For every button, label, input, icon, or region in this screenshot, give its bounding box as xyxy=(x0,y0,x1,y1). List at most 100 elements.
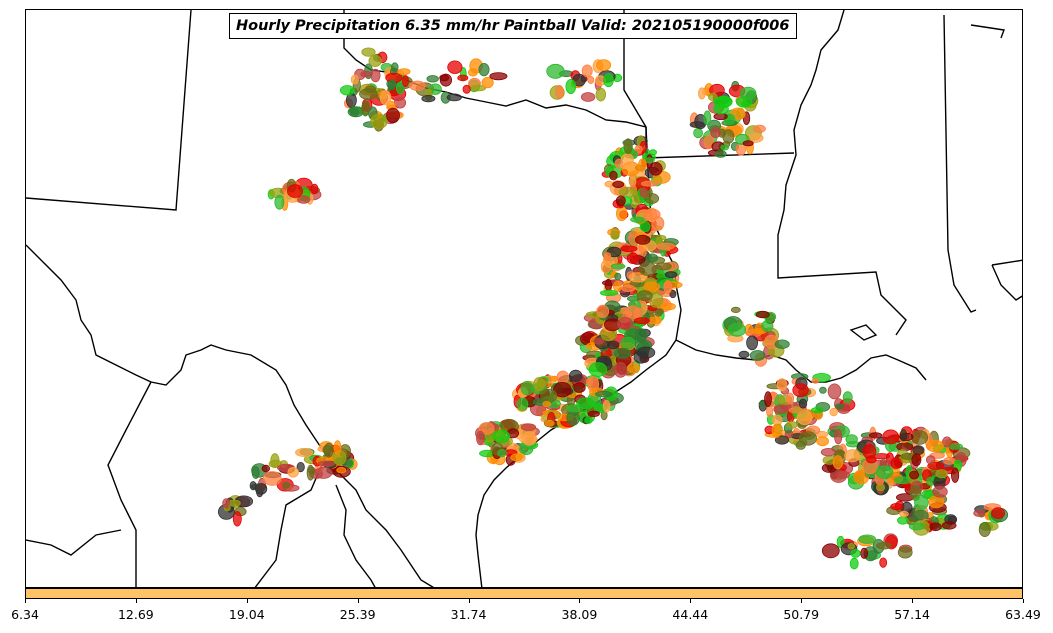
precip-paintball xyxy=(314,466,333,479)
precip-paintball xyxy=(875,465,894,480)
precip-paintball xyxy=(270,453,280,469)
precip-paintball xyxy=(497,448,507,458)
precip-paintball xyxy=(393,97,407,109)
precip-paintball xyxy=(827,383,842,400)
map-canvas xyxy=(26,10,1022,587)
precip-paintball xyxy=(868,432,883,439)
precip-paintball xyxy=(544,419,555,427)
precip-paintball xyxy=(586,377,594,386)
precip-paintball xyxy=(660,302,676,311)
precip-paintball xyxy=(829,407,838,417)
map-title: Hourly Precipitation 6.35 mm/hr Paintbal… xyxy=(229,13,797,39)
precip-paintball xyxy=(664,271,678,279)
state-border-mississippi-alabama xyxy=(943,14,977,313)
precip-paintball xyxy=(703,134,715,150)
precip-paintball xyxy=(991,507,1005,519)
colorbar-tick-label: 31.74 xyxy=(450,607,487,622)
precip-paintball xyxy=(774,435,790,445)
precip-paintball xyxy=(714,150,727,158)
precip-paintball xyxy=(402,75,409,88)
colorbar-tick xyxy=(247,599,248,603)
precip-paintball xyxy=(634,328,648,342)
precip-paintball xyxy=(603,73,614,88)
precip-paintball xyxy=(742,140,754,147)
precip-paintball xyxy=(516,397,529,411)
precip-paintball xyxy=(792,383,809,398)
colorbar-tick-label: 44.44 xyxy=(672,607,709,622)
precip-paintball xyxy=(912,445,925,456)
state-border-alabama-georgia xyxy=(970,24,1005,39)
precip-paintball xyxy=(925,455,936,465)
colorbar-tick-label: 19.04 xyxy=(228,607,265,622)
precip-paintball xyxy=(492,429,510,444)
precip-paintball xyxy=(387,79,396,90)
precip-paintball xyxy=(593,337,605,345)
precip-paintball xyxy=(866,456,877,464)
precip-paintball xyxy=(470,84,487,92)
precip-paintball xyxy=(899,429,908,442)
precip-paintball xyxy=(481,77,494,89)
precip-paintball xyxy=(630,216,645,223)
precip-paintball xyxy=(261,464,270,473)
precip-paintball xyxy=(663,279,673,294)
precip-paintball xyxy=(860,547,869,559)
precip-paintball xyxy=(251,466,260,479)
precip-paintball xyxy=(617,316,634,330)
colorbar-tick xyxy=(690,599,691,603)
precip-paintball xyxy=(649,149,657,156)
precip-paintball xyxy=(636,290,653,302)
precip-paintball xyxy=(573,382,586,393)
precip-paintball xyxy=(909,470,920,480)
precip-paintball xyxy=(232,511,242,527)
precip-paintball xyxy=(596,304,610,318)
colorbar-tick xyxy=(358,599,359,603)
precip-paintball xyxy=(620,153,634,165)
precip-paintball xyxy=(842,391,853,404)
precip-paintball xyxy=(835,470,850,479)
precip-paintball xyxy=(626,252,639,265)
precip-paintball xyxy=(908,522,925,531)
precip-paintball xyxy=(894,476,911,485)
colorbar-tick-label: 50.79 xyxy=(783,607,820,622)
precip-paintball xyxy=(654,308,664,315)
precip-paintball xyxy=(899,510,909,518)
precip-paintball xyxy=(950,467,960,483)
precip-paintball xyxy=(926,439,944,453)
precip-paintball xyxy=(785,421,798,429)
precip-paintball xyxy=(698,87,706,100)
precip-paintball xyxy=(386,107,400,124)
precip-paintball xyxy=(409,80,426,92)
precip-paintball xyxy=(648,162,663,176)
precip-paintball xyxy=(556,370,570,384)
precip-paintball xyxy=(669,289,677,299)
coast-florida xyxy=(991,259,1022,301)
precip-paintball xyxy=(655,262,672,271)
precip-paintball xyxy=(844,449,860,463)
precip-paintball xyxy=(447,60,463,74)
precip-paintball xyxy=(540,388,558,404)
precip-paintball xyxy=(489,72,508,81)
precip-paintball xyxy=(603,252,612,262)
precip-paintball xyxy=(520,380,535,396)
colorbar-tick xyxy=(579,599,580,603)
colorbar-tick-label: 12.69 xyxy=(117,607,154,622)
precip-paintball xyxy=(618,186,638,198)
precip-paintball xyxy=(911,453,922,467)
colorbar-tick xyxy=(1023,599,1024,603)
precip-paintball xyxy=(850,549,861,558)
precip-paintball xyxy=(521,431,537,446)
river-mississippi xyxy=(777,10,907,336)
precip-paintball xyxy=(820,448,837,457)
precip-paintball xyxy=(310,183,319,195)
precip-paintball xyxy=(370,113,388,130)
precip-paintball xyxy=(798,398,808,409)
precip-paintball xyxy=(897,546,913,559)
precip-paintball xyxy=(746,335,758,351)
precip-paintball xyxy=(788,407,806,414)
precip-paintball xyxy=(364,85,377,94)
precip-paintball xyxy=(890,502,903,511)
precip-paintball xyxy=(628,272,648,283)
precip-paintball xyxy=(616,205,628,222)
precip-paintball xyxy=(858,534,876,544)
colorbar-tick-label: 6.34 xyxy=(11,607,39,622)
